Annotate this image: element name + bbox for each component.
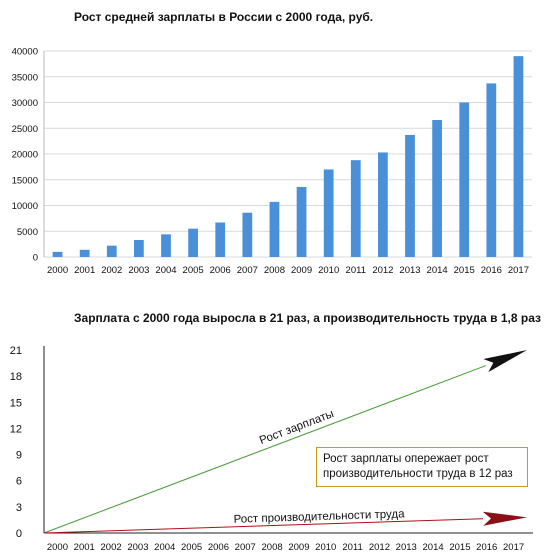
chart2-y-tick-label: 21 (10, 345, 22, 357)
chart1-y-tick-label: 40000 (12, 47, 38, 58)
chart2-x-tick-label: 2011 (342, 542, 362, 553)
chart2-series: Рост зарплаты Рост производительности тру… (43, 350, 527, 534)
chart1-x-tick-label: 2004 (155, 265, 176, 276)
chart2-y-tick-label: 6 (16, 476, 22, 488)
chart2-x-tick-label: 2007 (235, 542, 256, 553)
chart2-series-label: Рост производительности труда (233, 508, 405, 526)
chart1-bar (296, 186, 307, 257)
chart2-x-tick-label: 2001 (74, 542, 95, 553)
annotation-line-1: Рост зарплаты опережает рост (323, 453, 489, 465)
chart1-y-tick-label: 15000 (12, 175, 38, 186)
chart1-bar (378, 152, 388, 257)
chart2-y-tick-label: 3 (16, 502, 22, 514)
chart2-x-tick-label: 2008 (262, 542, 283, 553)
chart1-x-tick-label: 2005 (183, 265, 204, 276)
chart1-bars (52, 56, 524, 258)
chart1-x-tick-label: 2013 (399, 265, 420, 276)
chart2-y-tick-label: 9 (16, 450, 22, 462)
chart2-x-tick-label: 2016 (476, 542, 497, 553)
chart2-arrowhead (483, 350, 527, 373)
chart2-y-axis: 0 3 6 9 12 15 18 21 (10, 345, 22, 540)
chart1-bar (52, 251, 63, 257)
chart1-y-tick-label: 5000 (17, 227, 38, 238)
chart2-y-tick-label: 18 (10, 371, 22, 383)
chart1-bar (242, 212, 253, 257)
chart1-bar (188, 228, 198, 257)
chart2-x-tick-label: 2014 (423, 542, 444, 553)
chart1-bar (405, 134, 415, 257)
chart2-x-tick-label: 2015 (449, 542, 470, 553)
chart1-bar (350, 160, 361, 257)
chart1-bar (106, 245, 117, 257)
chart1-x-tick-label: 2009 (291, 265, 312, 276)
chart2-x-axis: 2000 2001 2002 2003 2004 2005 2006 2007 2008 2009… (47, 542, 524, 553)
chart2-y-tick-label: 0 (16, 528, 22, 540)
chart2-x-tick-label: 2003 (127, 542, 148, 553)
chart2-x-tick-label: 2005 (181, 542, 202, 553)
chart2-x-tick-label: 2013 (396, 542, 417, 553)
chart2-y-tick-label: 15 (10, 397, 22, 409)
chart1-x-axis: 2000 2001 2002 2003 2004 2005 2006 2007 2008 2009… (47, 265, 529, 276)
chart2-series-line (43, 518, 484, 534)
chart1-x-tick-label: 2000 (47, 265, 68, 276)
chart1-x-tick-label: 2007 (237, 265, 258, 276)
chart2-x-tick-label: 2010 (315, 542, 336, 553)
chart2-series-label: Рост зарплаты (258, 408, 336, 447)
chart1-x-tick-label: 2015 (454, 265, 475, 276)
chart1-bar (459, 102, 470, 257)
chart1-bar (432, 120, 442, 257)
chart1-x-tick-label: 2016 (481, 265, 502, 276)
chart1-y-tick-label: 10000 (12, 201, 38, 212)
chart1-x-tick-label: 2003 (128, 265, 149, 276)
chart1-bar (323, 169, 334, 257)
chart1-y-tick-label: 0 (33, 253, 38, 264)
chart2-title: Зарплата с 2000 года выросла в 21 раз, а… (74, 311, 541, 325)
chart1-title: Рост средней зарплаты в России с 2000 го… (74, 10, 373, 24)
chart1-bar (513, 56, 524, 258)
chart1-x-tick-label: 2002 (101, 265, 122, 276)
chart1-gridlines (43, 50, 532, 258)
chart1-x-tick-label: 2006 (210, 265, 231, 276)
chart1-bar (161, 234, 171, 257)
chart2-x-tick-label: 2000 (47, 542, 68, 553)
chart1-x-tick-label: 2017 (508, 265, 529, 276)
chart1-y-tick-label: 20000 (12, 150, 38, 161)
chart1-y-tick-label: 25000 (12, 124, 38, 135)
chart1-x-tick-label: 2001 (74, 265, 95, 276)
chart1-y-axis: 0 5000 10000 15000 20000 25000 30000 35000 40000 (12, 47, 38, 264)
chart1-bar (269, 201, 280, 257)
chart2-axes (43, 346, 533, 534)
chart2-x-tick-label: 2017 (503, 542, 524, 553)
chart2-x-tick-label: 2004 (154, 542, 175, 553)
chart1-x-tick-label: 2008 (264, 265, 285, 276)
chart1-bar (79, 249, 90, 257)
chart1-bar (134, 240, 144, 257)
annotation-box: Рост зарплаты опережает рост производите… (316, 447, 528, 487)
chart1-x-tick-label: 2014 (427, 265, 448, 276)
chart1-x-tick-label: 2010 (318, 265, 339, 276)
chart1-y-tick-label: 35000 (12, 72, 38, 83)
chart2-x-tick-label: 2009 (288, 542, 309, 553)
chart2-x-tick-label: 2012 (369, 542, 390, 553)
chart2-y-tick-label: 12 (10, 423, 22, 435)
chart1-bar (486, 83, 497, 257)
chart2-x-tick-label: 2002 (101, 542, 122, 553)
chart1-x-tick-label: 2011 (346, 265, 366, 276)
annotation-line-2: производительности труда в 12 раз (323, 468, 513, 480)
chart2-arrowhead (482, 511, 527, 526)
chart2-series-line (43, 365, 487, 534)
chart2-x-tick-label: 2006 (208, 542, 229, 553)
chart1-bar (215, 222, 226, 257)
chart1-y-tick-label: 30000 (12, 98, 38, 109)
chart1-x-tick-label: 2012 (372, 265, 393, 276)
